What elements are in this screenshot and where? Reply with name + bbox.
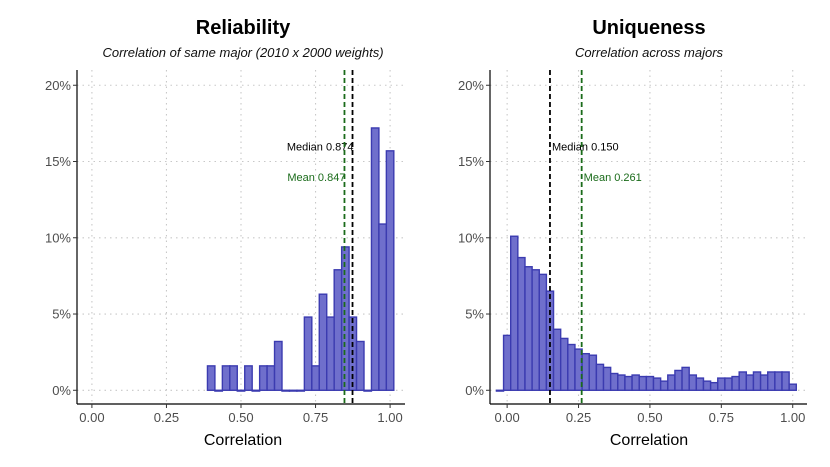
uniqueness-histogram-bar xyxy=(695,377,705,391)
uniqueness-x-axis-label: Correlation xyxy=(610,432,688,449)
uniqueness-histogram-bar xyxy=(724,377,733,391)
reliability-histogram-bar xyxy=(221,365,231,391)
uniqueness-histogram-bar xyxy=(752,371,762,391)
uniqueness-histogram-bar xyxy=(567,343,576,391)
uniqueness-histogram-bar xyxy=(595,363,605,391)
uniqueness-histogram-bar xyxy=(502,334,512,391)
reliability-panel: Reliability Correlation of same major (2… xyxy=(45,17,405,449)
reliability-y-tick-label: 20% xyxy=(45,78,71,93)
uniqueness-histogram-bar xyxy=(638,375,648,391)
uniqueness-histogram-bar xyxy=(624,375,633,391)
reliability-histogram-bar xyxy=(363,389,373,392)
uniqueness-histogram-bar xyxy=(659,380,669,391)
reliability-x-tick-label: 0.00 xyxy=(79,410,104,425)
reliability-histogram-bar xyxy=(370,127,380,391)
uniqueness-histogram-bar xyxy=(559,337,569,391)
uniqueness-histogram-bar xyxy=(652,377,662,391)
uniqueness-histogram-bar xyxy=(674,369,683,391)
reliability-mean-label: Mean 0.847 xyxy=(287,172,345,184)
uniqueness-histogram-bar xyxy=(709,381,719,391)
uniqueness-y-tick-label: 10% xyxy=(458,230,484,245)
uniqueness-histogram-bar xyxy=(767,371,776,391)
uniqueness-histogram-bar xyxy=(609,372,619,391)
uniqueness-histogram-bar xyxy=(602,366,612,391)
uniqueness-histogram-bar xyxy=(631,374,640,391)
reliability-x-tick-label: 0.25 xyxy=(154,410,179,425)
reliability-x-tick-label: 0.75 xyxy=(303,410,328,425)
reliability-x-tick-label: 1.00 xyxy=(377,410,402,425)
uniqueness-x-tick-label: 1.00 xyxy=(780,410,805,425)
reliability-histogram-bar xyxy=(266,365,276,391)
reliability-histogram-bar xyxy=(333,269,343,391)
uniqueness-histogram-bar xyxy=(717,377,726,391)
uniqueness-histogram-bar xyxy=(617,374,626,391)
reliability-histogram-bar xyxy=(281,389,291,392)
reliability-histogram-bar xyxy=(311,365,320,391)
reliability-x-tick-label: 0.50 xyxy=(228,410,253,425)
uniqueness-panel: Uniqueness Correlation across majors Cor… xyxy=(458,17,807,449)
uniqueness-histogram-bar xyxy=(781,371,790,391)
reliability-histogram-bar xyxy=(229,365,238,391)
uniqueness-x-tick-label: 0.75 xyxy=(709,410,734,425)
uniqueness-x-tick-label: 0.00 xyxy=(494,410,519,425)
uniqueness-median-label: Median 0.150 xyxy=(552,141,619,153)
reliability-title: Reliability xyxy=(196,17,291,39)
reliability-histogram-bar xyxy=(355,340,365,391)
uniqueness-histogram-bar xyxy=(531,269,540,391)
reliability-histogram-bar xyxy=(326,316,335,391)
reliability-histogram-bar xyxy=(385,150,395,391)
uniqueness-histogram-bar xyxy=(517,256,526,391)
uniqueness-histogram-bar xyxy=(524,266,533,391)
uniqueness-histogram-bar xyxy=(588,354,598,391)
reliability-histogram-bar xyxy=(378,223,388,391)
uniqueness-histogram-bar xyxy=(745,374,755,391)
uniqueness-histogram-bar xyxy=(667,374,676,391)
reliability-histogram-bar xyxy=(206,365,216,391)
reliability-y-tick-label: 10% xyxy=(45,230,71,245)
reliability-histogram-bar xyxy=(258,365,268,391)
reliability-histogram-bar xyxy=(273,340,283,391)
reliability-histogram-bar xyxy=(251,389,261,392)
reliability-x-axis-label: Correlation xyxy=(204,432,282,449)
uniqueness-histogram-bar xyxy=(552,328,562,391)
uniqueness-y-tick-label: 15% xyxy=(458,154,484,169)
uniqueness-histogram-bar xyxy=(510,235,519,391)
uniqueness-histogram-bar xyxy=(788,383,797,391)
uniqueness-histogram-bar xyxy=(538,273,548,391)
reliability-subtitle: Correlation of same major (2010 x 2000 w… xyxy=(102,45,383,60)
uniqueness-x-tick-label: 0.50 xyxy=(637,410,662,425)
reliability-median-label: Median 0.874 xyxy=(287,141,354,153)
uniqueness-histogram-bar xyxy=(702,380,712,391)
reliability-histogram-bar xyxy=(244,365,253,391)
uniqueness-mean-label: Mean 0.261 xyxy=(584,172,642,184)
uniqueness-subtitle: Correlation across majors xyxy=(575,45,724,60)
uniqueness-histogram-bar xyxy=(645,375,655,391)
uniqueness-histogram-bar xyxy=(759,374,769,391)
uniqueness-title: Uniqueness xyxy=(592,17,705,39)
uniqueness-x-tick-label: 0.25 xyxy=(566,410,591,425)
uniqueness-histogram-bar xyxy=(495,389,505,392)
uniqueness-histogram-bar xyxy=(581,352,590,391)
uniqueness-y-tick-label: 5% xyxy=(465,307,484,322)
reliability-histogram-bar xyxy=(296,389,306,392)
reliability-histogram-bar xyxy=(214,389,224,392)
uniqueness-histogram-bar xyxy=(774,371,783,391)
reliability-histogram-bar xyxy=(303,316,313,391)
uniqueness-histogram-bar xyxy=(681,366,690,391)
uniqueness-y-tick-label: 0% xyxy=(465,383,484,398)
reliability-histogram-bar xyxy=(236,389,246,392)
reliability-y-tick-label: 0% xyxy=(52,383,71,398)
reliability-y-tick-label: 15% xyxy=(45,154,71,169)
reliability-histogram-bar xyxy=(288,389,298,392)
uniqueness-y-tick-label: 20% xyxy=(458,78,484,93)
uniqueness-plot-area: Median 0.150 Mean 0.261 xyxy=(490,70,807,404)
reliability-histogram-bar xyxy=(318,293,328,391)
uniqueness-histogram-bar xyxy=(738,371,748,391)
uniqueness-histogram-bar xyxy=(731,375,740,391)
uniqueness-histogram-bar xyxy=(688,374,698,391)
reliability-y-tick-label: 5% xyxy=(52,307,71,322)
reliability-plot-area: Median 0.874 Mean 0.847 xyxy=(77,70,405,404)
